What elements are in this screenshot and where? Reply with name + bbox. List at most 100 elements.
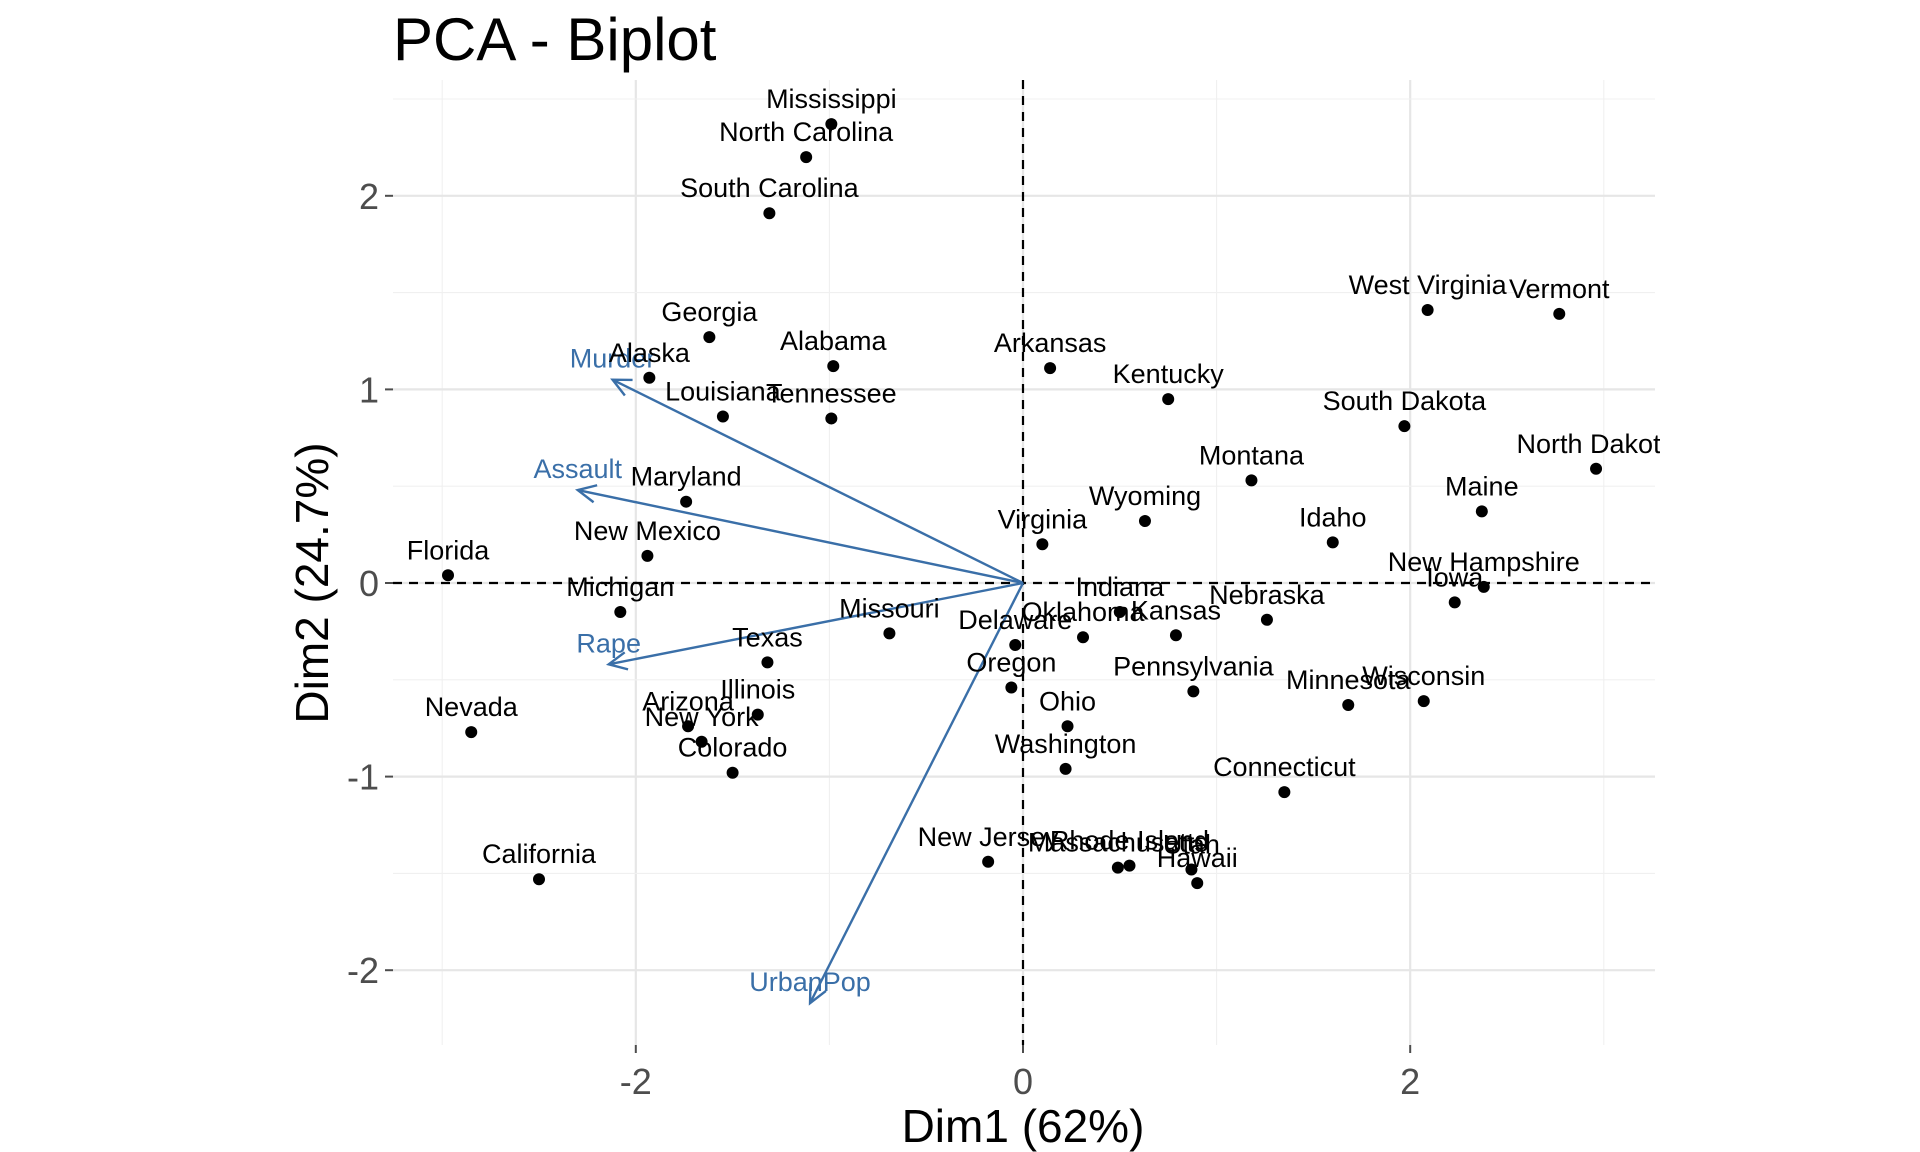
- data-point: [1138, 515, 1151, 528]
- data-point: [1417, 695, 1430, 708]
- point-label: Florida: [407, 535, 491, 565]
- axis-ticks: -2 0 2 -2 -1 0 1 2: [347, 176, 1420, 1102]
- arrow-head: [808, 983, 827, 1006]
- y-tick-label: 2: [359, 176, 379, 217]
- point-label: New Mexico: [574, 516, 721, 546]
- point-label: Mississippi: [766, 84, 897, 114]
- y-tick-label: 0: [359, 563, 379, 604]
- data-point: [1123, 859, 1136, 872]
- data-point: [465, 726, 478, 739]
- arrow-shaft: [612, 378, 1024, 585]
- arrow-shaft: [808, 582, 1025, 1004]
- variable-label: Assault: [533, 454, 622, 484]
- point-label: Rhode Island: [1050, 826, 1209, 856]
- point-label: South Carolina: [680, 173, 860, 203]
- data-point: [1342, 698, 1355, 711]
- data-point: [1061, 720, 1074, 733]
- data-point: [1059, 762, 1072, 775]
- data-point: [1191, 877, 1204, 890]
- point-label: Tennessee: [766, 378, 897, 408]
- data-point: [1260, 613, 1273, 626]
- y-axis-title: Dim2 (24.7%): [286, 442, 338, 723]
- point-label: Texas: [732, 622, 803, 652]
- point-label: Wisconsin: [1362, 661, 1485, 691]
- point-label: Nebraska: [1209, 580, 1326, 610]
- data-point: [1475, 505, 1488, 518]
- point-label: New Jersey: [918, 822, 1060, 852]
- data-points: [442, 118, 1603, 890]
- reference-lines: [393, 80, 1655, 1045]
- point-label: North Carolina: [719, 117, 894, 147]
- point-label: New Hampshire: [1388, 547, 1580, 577]
- data-point: [533, 873, 545, 886]
- point-label: Wyoming: [1089, 481, 1201, 511]
- y-tick-label: -2: [347, 950, 379, 991]
- data-point: [1477, 580, 1490, 593]
- point-label: Alaska: [609, 338, 691, 368]
- point-label: Kentucky: [1113, 359, 1225, 389]
- variable-arrow: Assault: [533, 454, 1024, 585]
- chart-title: PCA - Biplot: [393, 6, 717, 73]
- data-point: [614, 606, 627, 619]
- arrow-head: [610, 378, 633, 397]
- data-point: [1448, 596, 1461, 609]
- data-point: [1245, 474, 1258, 487]
- data-point: [716, 410, 729, 423]
- data-point: [680, 495, 693, 508]
- point-label: Pennsylvania: [1113, 651, 1275, 681]
- arrow-head: [575, 484, 598, 504]
- x-axis-title: Dim1 (62%): [902, 1100, 1145, 1152]
- variable-label: UrbanPop: [749, 967, 871, 997]
- data-point: [1077, 631, 1090, 644]
- data-point: [1421, 304, 1434, 317]
- data-point: [442, 569, 455, 582]
- point-label: Arkansas: [994, 328, 1107, 358]
- data-point: [1169, 629, 1182, 642]
- point-label: New York: [645, 702, 760, 732]
- point-label: Maryland: [631, 462, 742, 492]
- arrow-head: [605, 651, 629, 671]
- y-tick-label: -1: [347, 757, 379, 798]
- point-label: North Dakota: [1517, 429, 1677, 459]
- point-label: Minnesota: [1286, 665, 1412, 695]
- point-label: Georgia: [661, 297, 758, 327]
- point-label: Idaho: [1299, 502, 1367, 532]
- data-point: [703, 331, 716, 344]
- data-point: [761, 656, 774, 669]
- variable-arrow: UrbanPop: [749, 582, 1025, 1006]
- data-point: [1185, 863, 1198, 876]
- point-label: Iowa: [1426, 562, 1484, 592]
- data-point: [641, 549, 654, 562]
- point-label: Massachusetts: [1028, 828, 1208, 858]
- arrow-shaft: [577, 488, 1024, 585]
- point-label: Utah: [1163, 830, 1220, 860]
- data-point: [1278, 786, 1291, 799]
- data-point: [1187, 685, 1200, 698]
- point-label: Virginia: [998, 504, 1089, 534]
- point-label: Delaware: [958, 605, 1072, 635]
- variable-arrow: Murder: [570, 344, 1024, 585]
- point-label: Kansas: [1131, 595, 1221, 625]
- point-label: Maine: [1445, 471, 1519, 501]
- data-point: [825, 412, 838, 425]
- variable-arrow: Rape: [576, 581, 1024, 671]
- point-label: Louisiana: [665, 377, 782, 407]
- data-point: [726, 766, 739, 779]
- arrow-shaft: [608, 581, 1024, 666]
- variable-label: Murder: [570, 344, 656, 374]
- point-label: Connecticut: [1213, 752, 1356, 782]
- point-label: South Dakota: [1323, 386, 1488, 416]
- variable-label: Rape: [576, 628, 641, 658]
- data-point: [982, 855, 995, 868]
- point-label: West Virginia: [1349, 270, 1508, 300]
- data-point: [751, 708, 764, 721]
- point-label: Washington: [995, 729, 1137, 759]
- data-point: [800, 151, 813, 164]
- data-point: [1009, 638, 1022, 651]
- x-tick-label: -2: [620, 1061, 652, 1102]
- data-point: [1553, 307, 1566, 320]
- point-label: Colorado: [678, 733, 788, 763]
- x-tick-label: 2: [1400, 1061, 1420, 1102]
- data-point: [827, 360, 840, 373]
